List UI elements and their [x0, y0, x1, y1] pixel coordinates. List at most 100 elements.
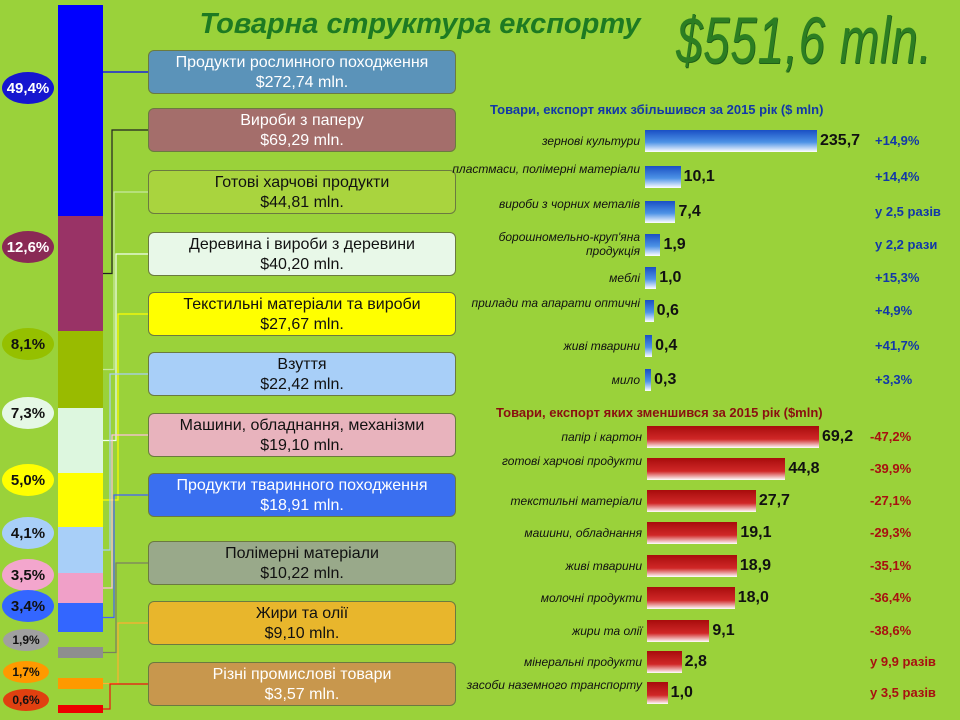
bar-value-label: 0,3 — [654, 371, 677, 388]
stack-segment-2 — [58, 216, 103, 331]
category-value: $22,42 mln. — [260, 376, 344, 393]
stack-segment-5 — [58, 473, 103, 527]
bar-label: живі тварини — [563, 339, 641, 353]
category-name: Вироби з паперу — [240, 112, 364, 129]
bar-label: жири та олії — [572, 624, 642, 638]
increased-chart-title: Товари, експорт яких збільшився за 2015 … — [490, 102, 824, 117]
percent-badge: 5,0% — [2, 464, 54, 496]
category-box: Продукти рослинного походження $272,74 ml… — [148, 50, 456, 94]
change-label: +14,4% — [875, 169, 920, 184]
connector-line-6 — [103, 373, 148, 551]
stack-segment-7 — [58, 573, 103, 603]
bar — [645, 234, 661, 256]
category-box: Різні промислові товари $3,57 mln. — [148, 662, 456, 706]
percent-badge: 12,6% — [2, 231, 54, 263]
change-label: +41,7% — [875, 338, 920, 353]
bar — [647, 587, 735, 609]
bar-label: пластмаси, полімерні матеріали — [452, 162, 640, 176]
category-value: $3,57 mln. — [264, 686, 340, 703]
category-name: Жири та олії — [255, 605, 349, 622]
stack-segments — [58, 5, 103, 713]
bar — [647, 651, 682, 673]
bar-label: молочні продукти — [540, 591, 642, 605]
bar-label: меблі — [609, 271, 640, 285]
category-value: $272,74 mln. — [255, 74, 349, 91]
bar — [645, 130, 817, 152]
change-label: -36,4% — [870, 590, 912, 605]
bar-label: мінеральні продукти — [524, 655, 642, 669]
change-label: -27,1% — [870, 493, 912, 508]
category-name: Готові харчові продукти — [214, 174, 390, 191]
connector-line-2 — [103, 129, 148, 275]
bar — [647, 490, 756, 512]
connector-line-8 — [103, 494, 148, 619]
bar — [647, 522, 738, 544]
bar-label: вироби з чорних металів — [499, 197, 640, 211]
category-box: Взуття $22,42 mln. — [148, 352, 456, 396]
stack-segment-4 — [58, 408, 103, 473]
stack-segment-11 — [58, 705, 103, 713]
bar-value-label: 10,1 — [683, 168, 715, 185]
change-label: у 2,2 рази — [875, 237, 938, 252]
connector-line-7 — [103, 434, 148, 589]
connector-line-10 — [103, 622, 148, 685]
bar-label: папір і картон — [561, 430, 642, 444]
bar-label: прилади та апарати оптичні — [471, 296, 641, 310]
bar-label: текстильні матеріали — [510, 494, 642, 508]
category-name: Текстильні матеріали та вироби — [183, 296, 421, 313]
change-label: -35,1% — [870, 558, 912, 573]
bar-label: зернові культури — [541, 134, 640, 148]
category-value: $69,29 mln. — [260, 132, 344, 149]
bar-value-label: 235,7 — [820, 132, 861, 149]
bar-label: мило — [611, 373, 640, 387]
stack-segment-10 — [58, 678, 103, 689]
bar-label: борошномельно-круп'яна продукція — [498, 230, 640, 258]
change-label: у 9,9 разів — [870, 654, 936, 669]
category-value: $10,22 mln. — [260, 565, 344, 582]
category-value: $19,10 mln. — [260, 437, 344, 454]
change-label: у 2,5 разів — [875, 204, 941, 219]
change-label: -39,9% — [870, 461, 912, 476]
category-value: $9,10 mln. — [264, 625, 340, 642]
bar-value-label: 7,4 — [678, 203, 701, 220]
bar-value-label: 1,0 — [659, 269, 682, 286]
change-label: +15,3% — [875, 270, 920, 285]
page-title: Товарна структура експорту — [199, 8, 641, 40]
bar-label: живі тварини — [565, 559, 643, 573]
bar-value-label: 69,2 — [822, 428, 854, 445]
category-name: Різні промислові товари — [212, 666, 392, 683]
bar-value-label: 1,9 — [663, 236, 686, 253]
bar-value-label: 9,1 — [712, 622, 735, 639]
percent-badge: 7,3% — [2, 397, 54, 429]
bar — [647, 426, 819, 448]
percent-badge: 0,6% — [3, 689, 49, 711]
stack-segment-1 — [58, 5, 103, 216]
bar — [647, 682, 668, 704]
stack-segment-6 — [58, 527, 103, 573]
decreased-chart-title: Товари, експорт яких зменшився за 2015 р… — [496, 405, 823, 420]
change-label: +3,3% — [875, 372, 913, 387]
stack-segment-3 — [58, 331, 103, 408]
category-box: Деревина і вироби з деревини $40,20 mln. — [148, 232, 456, 276]
percent-badge: 49,4% — [2, 72, 54, 104]
connector-line-9 — [103, 562, 148, 654]
change-label: у 3,5 разів — [870, 685, 936, 700]
bar-value-label: 18,9 — [739, 557, 772, 574]
bar-label: засоби наземного транспорту — [466, 678, 642, 692]
bar-value-label: 19,1 — [740, 524, 772, 541]
bar — [645, 300, 654, 322]
percent-badge: 3,4% — [2, 590, 54, 622]
bar — [647, 555, 737, 577]
change-label: +4,9% — [875, 303, 913, 318]
category-name: Машини, обладнання, механізми — [179, 417, 425, 434]
category-box: Вироби з паперу $69,29 mln. — [148, 108, 456, 152]
category-name: Деревина і вироби з деревини — [189, 236, 415, 253]
category-value: $44,81 mln. — [260, 194, 344, 211]
category-box: Машини, обладнання, механізми $19,10 mln. — [148, 413, 456, 457]
bar-value-label: 2,8 — [684, 653, 707, 670]
percent-badge: 3,5% — [2, 559, 54, 591]
stack-segment-8 — [58, 603, 103, 632]
percent-badge: 1,9% — [3, 629, 49, 651]
bar-value-label: 0,6 — [656, 302, 679, 319]
change-label: -38,6% — [870, 623, 912, 638]
